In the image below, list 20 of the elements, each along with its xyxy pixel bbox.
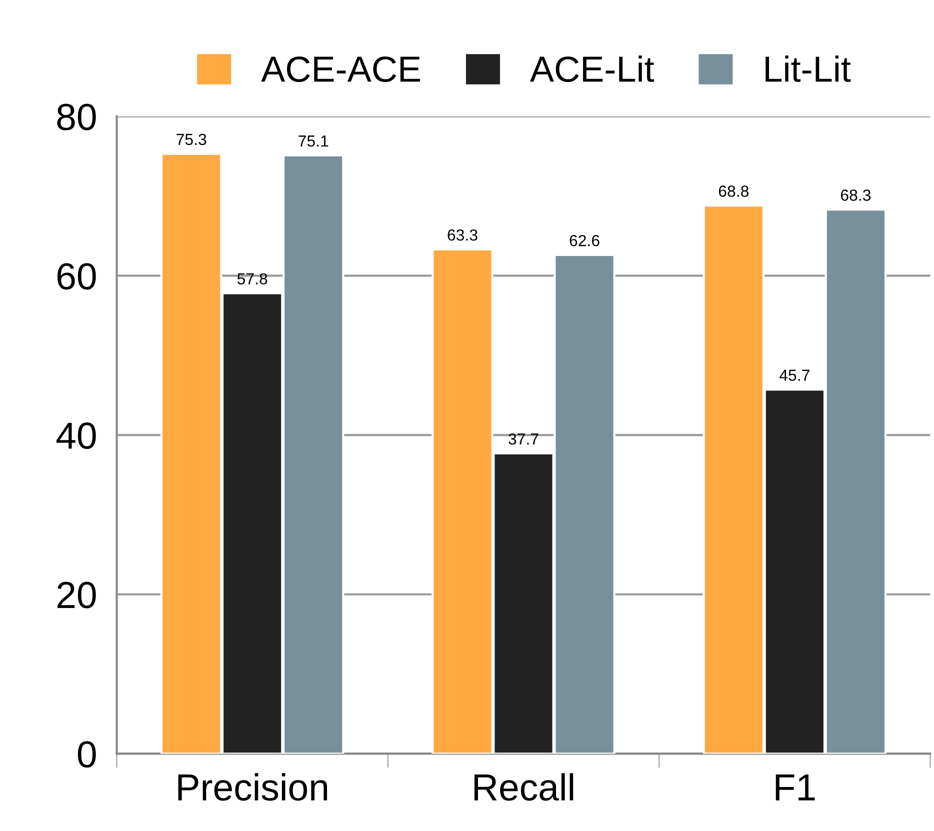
data-label: 75.1 — [298, 136, 328, 147]
data-label: 68.8 — [718, 186, 749, 197]
x-tick-label: Precision — [178, 773, 328, 801]
data-label: 57.8 — [237, 273, 268, 284]
data-label: 45.7 — [780, 370, 810, 381]
x-tick-label: F1 — [776, 774, 815, 800]
y-tick-label: 0 — [78, 741, 96, 768]
y-tick-label: 60 — [58, 263, 96, 290]
data-label: 63.3 — [448, 229, 478, 241]
data-label: 68.3 — [840, 190, 871, 201]
legend-label: Lit-Lit — [766, 55, 851, 82]
y-tick-label: 20 — [57, 582, 96, 608]
x-tick-label: Recall — [474, 773, 574, 801]
legend-label: ACE-ACE — [261, 56, 420, 82]
y-tick-label: 80 — [57, 104, 96, 130]
data-label: 37.7 — [508, 433, 538, 445]
data-label: 75.3 — [176, 134, 206, 146]
legend-label: ACE-Lit — [530, 55, 654, 82]
data-label: 62.6 — [570, 234, 600, 246]
y-tick-label: 40 — [56, 422, 96, 449]
